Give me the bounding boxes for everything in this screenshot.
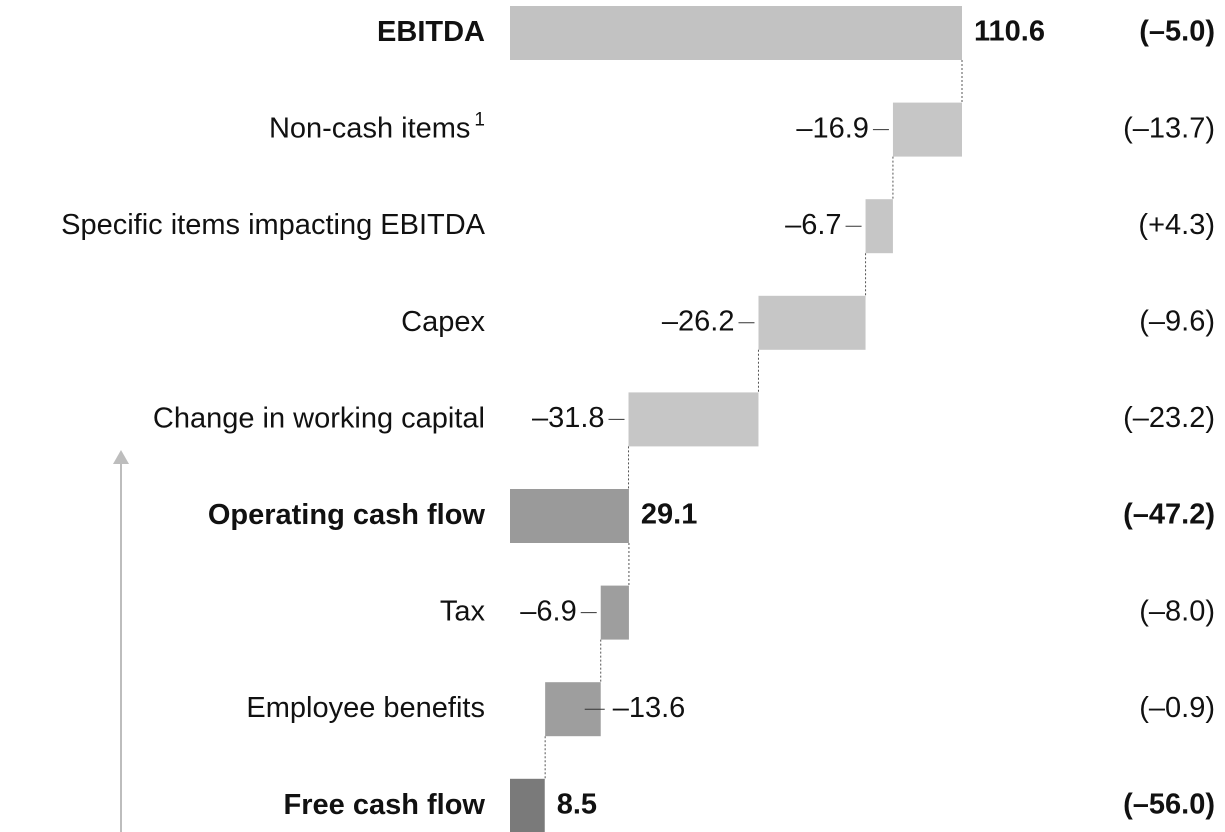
- bar: [510, 778, 545, 832]
- category-label: Capex: [401, 305, 485, 337]
- comparison-label: (–23.2): [1123, 402, 1215, 434]
- arrow-head: [113, 450, 129, 464]
- value-label: –6.9: [520, 595, 576, 627]
- bar: [510, 489, 629, 543]
- value-label: 8.5: [557, 788, 597, 820]
- value-label: –16.9: [796, 112, 869, 144]
- category-text: Change in working capital: [153, 402, 485, 434]
- bar: [600, 585, 629, 640]
- category-label: Tax: [440, 595, 486, 627]
- bar: [865, 199, 893, 254]
- bar: [510, 6, 962, 60]
- category-label: Specific items impacting EBITDA: [61, 209, 486, 241]
- category-label: EBITDA: [377, 16, 485, 48]
- bar: [628, 392, 759, 447]
- comparison-label: (+4.3): [1138, 209, 1215, 241]
- category-label: Free cash flow: [284, 788, 486, 820]
- category-text: Operating cash flow: [208, 499, 486, 531]
- category-text: EBITDA: [377, 16, 485, 48]
- comparison-label: (–47.2): [1123, 499, 1215, 531]
- comparison-label: (–5.0): [1139, 16, 1215, 48]
- category-label: Operating cash flow: [208, 499, 486, 531]
- comparison-label: (–9.6): [1139, 305, 1215, 337]
- value-label: 29.1: [641, 499, 697, 531]
- category-label: Change in working capital: [153, 402, 485, 434]
- footnote-mark: 1: [474, 110, 485, 131]
- value-label: –26.2: [662, 305, 735, 337]
- category-text: Free cash flow: [284, 788, 486, 820]
- category-label: Employee benefits: [246, 692, 485, 724]
- category-text: Tax: [440, 595, 486, 627]
- category-text: Capex: [401, 305, 485, 337]
- value-label: –31.8: [532, 402, 605, 434]
- category-text: Employee benefits: [246, 692, 485, 724]
- category-text: Specific items impacting EBITDA: [61, 209, 486, 241]
- comparison-label: (–0.9): [1139, 692, 1215, 724]
- value-label: –13.6: [613, 692, 686, 724]
- category-text: Non-cash items: [269, 112, 470, 144]
- comparison-label: (–13.7): [1123, 112, 1215, 144]
- value-label: 110.6: [974, 16, 1045, 48]
- category-label: Non-cash items 1: [269, 110, 485, 145]
- bar: [892, 102, 962, 157]
- comparison-label: (–8.0): [1139, 595, 1215, 627]
- value-label: –6.7: [785, 209, 841, 241]
- comparison-label: (–56.0): [1123, 788, 1215, 820]
- bar: [758, 295, 866, 350]
